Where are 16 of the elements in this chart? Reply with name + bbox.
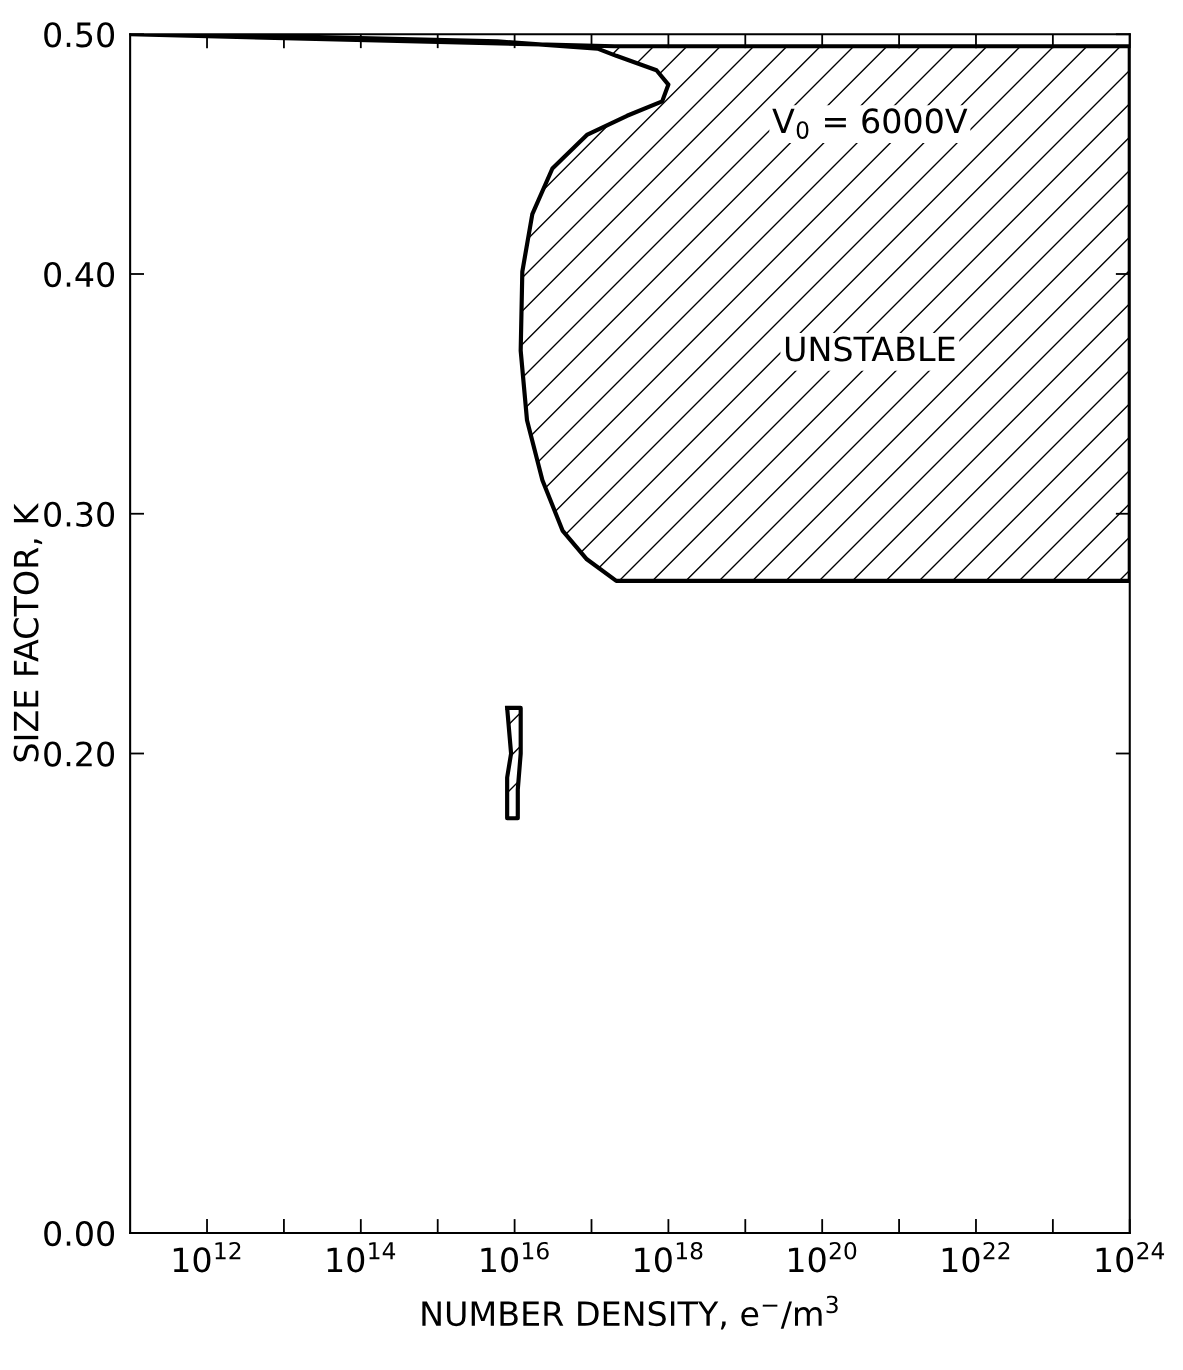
annotation: V$_{0}$ = 6000V bbox=[772, 108, 968, 139]
x-tick-label: 10$^{20}$ bbox=[789, 1241, 857, 1273]
x-tick-label: 10$^{18}$ bbox=[635, 1241, 703, 1273]
y-tick-label: 0.30 bbox=[44, 501, 115, 527]
x-tick-label: 10$^{16}$ bbox=[481, 1241, 549, 1273]
y-tick-label: 0.00 bbox=[44, 1220, 115, 1247]
x-tick-label: 10$^{12}$ bbox=[173, 1241, 241, 1273]
x-tick-label: 10$^{22}$ bbox=[942, 1241, 1010, 1273]
y-tick-label: 0.20 bbox=[44, 741, 115, 767]
x-axis-title: NUMBER DENSITY, e$^{−}$/m$^{3}$ bbox=[422, 1295, 838, 1330]
x-tick-label: 10$^{24}$ bbox=[1096, 1241, 1165, 1273]
annotation: UNSTABLE bbox=[785, 336, 955, 362]
y-axis-title: SIZE FACTOR, K bbox=[13, 502, 43, 762]
y-tick-label: 0.40 bbox=[44, 261, 115, 288]
x-tick-label: 10$^{14}$ bbox=[327, 1242, 396, 1273]
y-tick-label: 0.50 bbox=[44, 22, 115, 48]
